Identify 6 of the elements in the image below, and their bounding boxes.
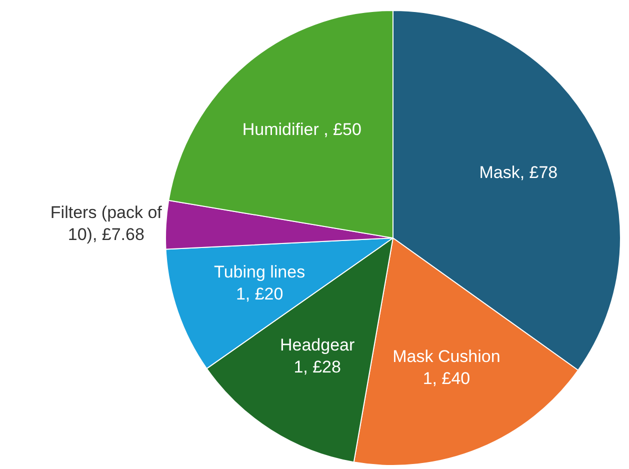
slice-label: Tubing lines 1, £20 — [214, 262, 306, 304]
slice-label: Mask Cushion 1, £40 — [392, 347, 500, 388]
slice-label: Mask, £78 — [479, 163, 558, 182]
slice-label: Headgear 1, £28 — [280, 336, 355, 377]
slice-label: Filters (pack of 10), £7.68 — [50, 203, 162, 244]
slice-label: Humidifier , £50 — [242, 120, 362, 140]
